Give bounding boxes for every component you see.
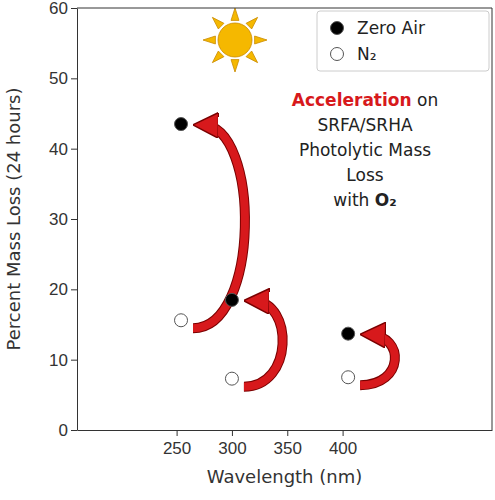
y-tick-mark (71, 149, 77, 150)
x-tick-mark (177, 430, 178, 436)
annotation: Acceleration on SRFA/SRHA Photolytic Mass L… (292, 90, 438, 210)
legend: Zero Air N₂ (317, 11, 489, 71)
annotation-line: with O₂ (333, 190, 396, 210)
x-tick: 250 (163, 430, 191, 458)
y-tick-mark (71, 219, 77, 220)
annotation-line: Loss (346, 165, 383, 185)
x-axis: 250 300 350 400 (78, 430, 493, 458)
frame-right (492, 8, 493, 430)
arrow-outline (244, 301, 283, 387)
y-tick-mark (71, 78, 77, 79)
x-tick-label: 350 (274, 439, 302, 458)
x-tick-label: 300 (218, 439, 246, 458)
sun-ray (246, 51, 258, 63)
legend-box (317, 11, 489, 71)
chart: 250 300 350 400 0 10 20 30 40 50 60 Zero Air N₂ Wavel… (0, 0, 495, 500)
x-tick: 300 (218, 430, 246, 458)
arrow (193, 125, 245, 328)
y-tick: 30 (49, 210, 77, 229)
sun-ray (231, 60, 239, 72)
arrow-outline (360, 335, 395, 386)
arrow (360, 335, 395, 386)
sun-ray (231, 8, 239, 20)
y-tick-mark (71, 360, 77, 361)
y-axis-title: Percent Mass Loss (24 hours) (3, 88, 24, 351)
y-tick-label: 50 (49, 69, 68, 88)
point (175, 118, 188, 131)
x-tick-mark (232, 430, 233, 436)
sun-icon (203, 8, 267, 72)
point (342, 371, 355, 384)
x-tick: 400 (329, 430, 357, 458)
point (175, 314, 188, 327)
x-tick-mark (287, 430, 288, 436)
plot: 250 300 350 400 0 10 20 30 40 50 60 Zero Air N₂ (49, 0, 492, 458)
x-axis-line (78, 430, 493, 431)
point (342, 327, 355, 340)
sun-ray (255, 36, 267, 44)
x-axis-title: Wavelength (nm) (207, 466, 363, 487)
frame-top (77, 8, 492, 9)
x-tick-label: 400 (329, 439, 357, 458)
arrow-outline (193, 125, 245, 328)
y-tick: 20 (49, 280, 77, 299)
sun-ray (246, 17, 258, 29)
legend-label: Zero Air (357, 18, 425, 38)
sun-disc (218, 23, 252, 57)
y-tick-label: 60 (49, 0, 68, 18)
y-tick-label: 40 (49, 140, 68, 159)
y-tick: 60 (49, 0, 77, 18)
annotation-line: Photolytic Mass (299, 140, 431, 160)
sun-ray (212, 17, 224, 29)
x-tick-label: 250 (163, 439, 191, 458)
sun-ray (212, 51, 224, 63)
x-tick: 350 (274, 430, 302, 458)
y-axis-line (77, 9, 78, 431)
legend-marker (331, 22, 344, 35)
point (225, 372, 238, 385)
y-tick-label: 10 (49, 351, 68, 370)
arrows (193, 125, 395, 387)
annotation-line: Acceleration on (292, 90, 438, 110)
y-tick-mark (71, 289, 77, 290)
y-tick: 10 (49, 351, 77, 370)
x-tick-mark (343, 430, 344, 436)
annotation-line: SRFA/SRHA (317, 115, 413, 135)
y-tick-label: 30 (49, 210, 68, 229)
y-tick: 40 (49, 140, 77, 159)
sun-ray (203, 36, 215, 44)
point (225, 293, 238, 306)
y-tick: 50 (49, 69, 77, 88)
y-tick-label: 0 (59, 421, 68, 440)
arrow (244, 301, 283, 387)
y-tick-label: 20 (49, 280, 68, 299)
legend-label: N₂ (357, 44, 377, 64)
y-axis: 0 10 20 30 40 50 60 (49, 0, 77, 440)
y-tick-mark (71, 8, 77, 9)
y-tick: 0 (59, 421, 77, 440)
legend-marker (331, 48, 344, 61)
y-tick-mark (71, 430, 77, 431)
